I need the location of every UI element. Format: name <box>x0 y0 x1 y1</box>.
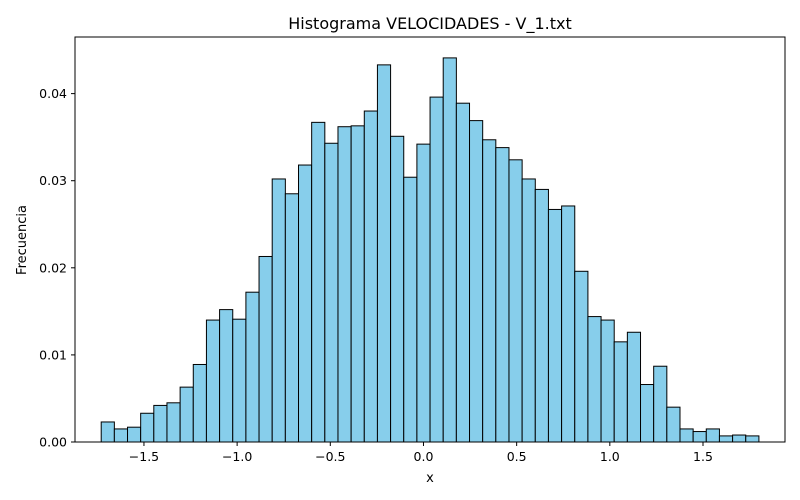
histogram-bar-27 <box>442 57 457 443</box>
histogram-bar-10 <box>219 309 234 443</box>
histogram-bar-12 <box>245 291 260 443</box>
histogram-bar-2 <box>113 428 129 443</box>
histogram-bar-32 <box>508 159 523 443</box>
histogram-bar-1 <box>100 421 115 443</box>
histogram-bar-33 <box>521 178 536 443</box>
histogram-bar-24 <box>403 176 418 443</box>
histogram-bar-13 <box>258 255 273 443</box>
histogram-bar-7 <box>179 386 194 443</box>
histogram-bar-29 <box>469 120 484 443</box>
histogram-bar-43 <box>653 365 668 443</box>
y-tick-label: 0.04 <box>39 86 67 101</box>
histogram-bar-42 <box>640 384 655 443</box>
histogram-bar-26 <box>429 96 444 443</box>
histogram-bar-48 <box>718 435 734 443</box>
x-tick-label: −1.0 <box>222 449 252 464</box>
histogram-bar-50 <box>745 435 760 443</box>
histogram-bar-21 <box>363 110 378 443</box>
x-axis-label: x <box>426 471 434 486</box>
histogram-bar-41 <box>626 331 642 443</box>
histogram-bar-8 <box>192 363 207 443</box>
y-axis-ticks: 0.00 0.01 0.02 0.03 0.04 <box>39 86 75 450</box>
histogram-bar-39 <box>600 319 615 443</box>
x-tick-label: 1.5 <box>693 449 713 464</box>
histogram-bar-35 <box>547 208 563 443</box>
histogram-bar-40 <box>613 341 628 443</box>
x-tick-label: 0.5 <box>507 449 527 464</box>
chart-title: Histograma VELOCIDADES - V_1.txt <box>288 14 572 34</box>
x-tick-label: −0.5 <box>315 449 345 464</box>
y-tick-label: 0.02 <box>39 260 67 275</box>
histogram-bar-37 <box>574 270 589 443</box>
histogram-bar-38 <box>587 316 602 443</box>
histogram-bar-44 <box>666 406 681 443</box>
histogram-bar-4 <box>140 412 155 443</box>
histogram-bar-36 <box>561 205 576 443</box>
histogram-bar-47 <box>705 428 720 443</box>
plot-frame <box>74 36 786 443</box>
histogram-bar-15 <box>284 193 300 443</box>
histogram-bar-9 <box>205 319 221 443</box>
histogram-bar-22 <box>376 64 392 443</box>
histogram-bar-45 <box>679 428 694 443</box>
histogram-bar-14 <box>271 178 286 443</box>
histogram-bar-16 <box>298 164 313 443</box>
histogram-bar-18 <box>324 142 339 443</box>
x-tick-label: 1.0 <box>600 449 620 464</box>
histogram-bar-19 <box>337 126 352 443</box>
histogram-bars <box>100 57 760 443</box>
histogram-bar-49 <box>732 434 747 443</box>
x-tick-label: −1.5 <box>129 449 159 464</box>
y-tick-label: 0.01 <box>39 347 67 362</box>
histogram-bar-6 <box>166 402 181 443</box>
x-tick-label: 0.0 <box>414 449 434 464</box>
histogram-bar-3 <box>127 426 142 443</box>
y-axis-label: Frecuencia <box>15 205 30 275</box>
y-tick-label: 0.03 <box>39 173 67 188</box>
histogram-bar-34 <box>534 188 549 443</box>
y-tick-label: 0.00 <box>39 435 67 450</box>
histogram-bar-46 <box>692 431 707 443</box>
histogram-bar-25 <box>416 143 431 443</box>
x-axis-ticks: −1.5 −1.0 −0.5 0.0 0.5 1.0 1.5 <box>129 442 713 464</box>
histogram-bar-20 <box>350 125 365 443</box>
histogram-bar-5 <box>153 404 168 443</box>
histogram-bar-23 <box>390 135 405 443</box>
histogram-bar-11 <box>232 318 247 443</box>
histogram-bar-30 <box>482 139 497 443</box>
histogram-bar-17 <box>311 121 326 443</box>
histogram-bar-31 <box>495 147 510 443</box>
histogram-bar-28 <box>455 102 471 443</box>
